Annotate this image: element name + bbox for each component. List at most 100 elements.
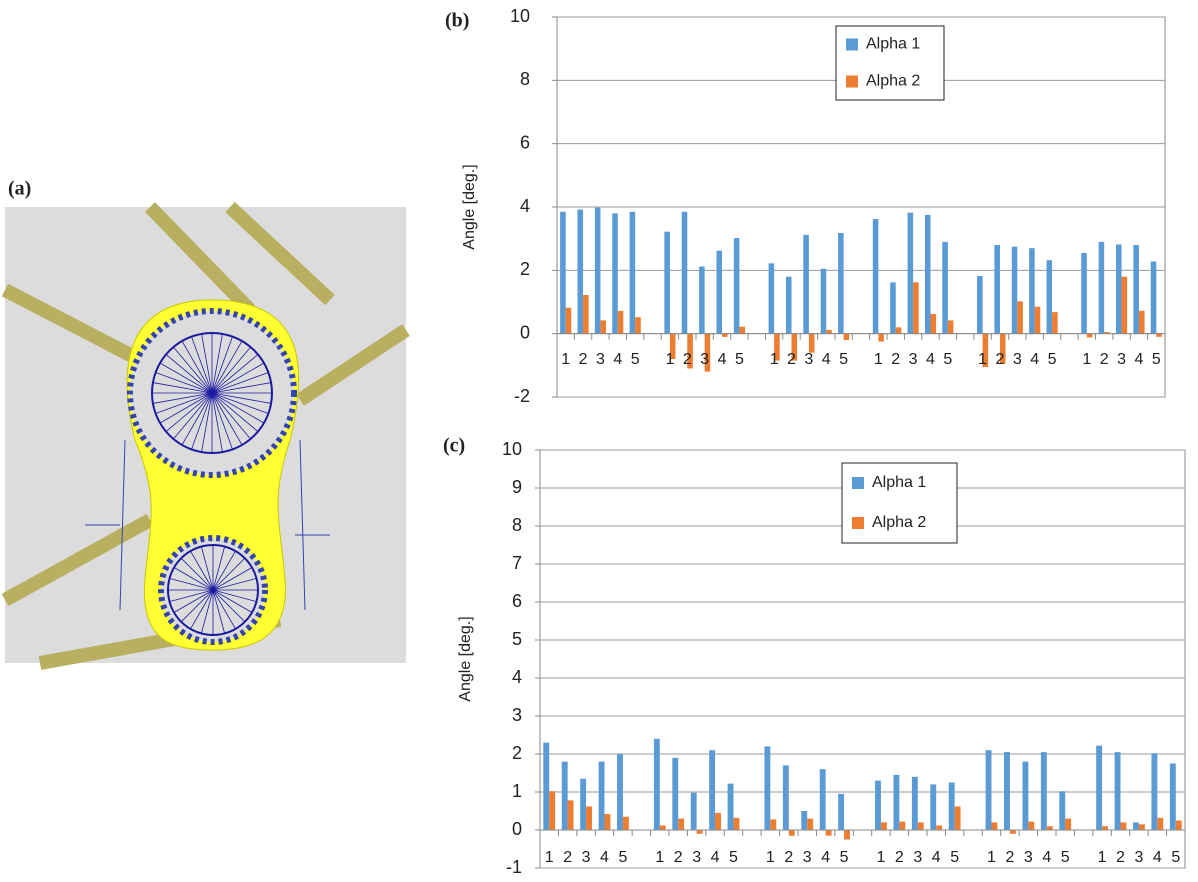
bar: [715, 813, 721, 830]
x-tick-label: 3: [596, 351, 605, 368]
simulation-image: [5, 207, 406, 663]
bar: [913, 282, 919, 333]
x-tick-label: 4: [821, 849, 830, 866]
bar: [699, 267, 705, 334]
bar: [1059, 791, 1065, 830]
bar: [908, 213, 914, 334]
bar: [728, 784, 734, 830]
bar: [739, 327, 745, 334]
bar: [635, 317, 641, 333]
x-tick-label: 3: [804, 351, 813, 368]
x-tick-label: 1: [874, 351, 883, 368]
bar: [899, 822, 905, 830]
bar: [630, 212, 636, 334]
bar: [1122, 277, 1128, 334]
legend-label: Alpha 2: [872, 514, 926, 531]
panel-label: (c): [443, 435, 465, 457]
bar: [925, 215, 931, 334]
x-tick-label: 2: [895, 849, 904, 866]
y-tick-label: 4: [520, 196, 530, 216]
bar: [577, 210, 583, 334]
x-tick-label: 4: [1042, 849, 1051, 866]
x-tick-label: 4: [613, 351, 622, 368]
bar: [930, 314, 936, 334]
bar: [875, 781, 881, 830]
bar: [660, 825, 666, 830]
x-tick-label: 1: [1082, 351, 1091, 368]
x-tick-label: 2: [683, 351, 692, 368]
bar: [955, 806, 961, 830]
bar: [560, 212, 566, 334]
bar: [1041, 752, 1047, 830]
bar: [618, 311, 624, 334]
bar: [1102, 826, 1108, 830]
y-tick-label: 4: [512, 667, 522, 687]
bar: [1081, 253, 1087, 334]
bar: [568, 800, 574, 830]
x-tick-label: 2: [1100, 351, 1109, 368]
panel-label: (b): [445, 10, 469, 32]
bar: [734, 238, 740, 334]
bar: [764, 746, 770, 830]
bar: [789, 830, 795, 836]
bar: [878, 334, 884, 342]
y-tick-label: 10: [502, 439, 522, 459]
x-tick-label: 5: [840, 849, 849, 866]
bar: [1010, 830, 1016, 834]
bar: [697, 830, 703, 834]
bar: [1017, 301, 1023, 333]
x-tick-label: 4: [718, 351, 727, 368]
bar: [873, 219, 879, 334]
bar: [1139, 311, 1145, 334]
bar: [583, 295, 589, 334]
bar: [716, 251, 722, 334]
x-tick-label: 2: [787, 351, 796, 368]
y-tick-label: 0: [512, 819, 522, 839]
bar: [1139, 824, 1145, 830]
x-tick-label: 1: [655, 849, 664, 866]
x-tick-label: 1: [987, 849, 996, 866]
x-tick-label: 1: [665, 351, 674, 368]
y-tick-label: 9: [512, 477, 522, 497]
bar: [1087, 334, 1093, 338]
bar: [672, 758, 678, 830]
bar: [562, 762, 568, 830]
bar: [1047, 826, 1053, 830]
bar: [942, 242, 948, 334]
figure: (a) (b)Angle [deg.]-20246810123451234512…: [0, 0, 1198, 877]
bar: [844, 334, 850, 340]
bar: [543, 743, 549, 830]
legend-swatch: [846, 39, 858, 51]
bar: [1116, 244, 1122, 333]
bar: [809, 334, 815, 353]
x-tick-label: 4: [1134, 351, 1143, 368]
bar: [1065, 819, 1071, 830]
bar: [838, 233, 844, 334]
x-tick-label: 2: [1116, 849, 1125, 866]
legend-swatch: [846, 76, 858, 88]
bar: [734, 818, 740, 830]
x-tick-label: 4: [1030, 351, 1039, 368]
bar: [691, 793, 697, 830]
x-tick-label: 2: [784, 849, 793, 866]
x-tick-label: 4: [600, 849, 609, 866]
bar: [770, 819, 776, 830]
y-axis-label: Angle [deg.]: [461, 164, 478, 249]
bar: [600, 320, 606, 333]
bar: [1012, 247, 1018, 334]
panel-label: (a): [8, 178, 31, 200]
x-tick-label: 2: [563, 849, 572, 866]
bar: [1151, 753, 1157, 830]
x-tick-label: 1: [561, 351, 570, 368]
x-tick-label: 3: [700, 351, 709, 368]
bar: [1035, 307, 1041, 334]
y-tick-label: 10: [510, 6, 530, 26]
y-tick-label: 1: [512, 781, 522, 801]
y-tick-label: 3: [512, 705, 522, 725]
bar: [1157, 818, 1163, 830]
bar: [893, 775, 899, 830]
bar: [801, 811, 807, 830]
bar: [586, 806, 592, 830]
bar: [783, 765, 789, 830]
bar: [566, 308, 572, 334]
